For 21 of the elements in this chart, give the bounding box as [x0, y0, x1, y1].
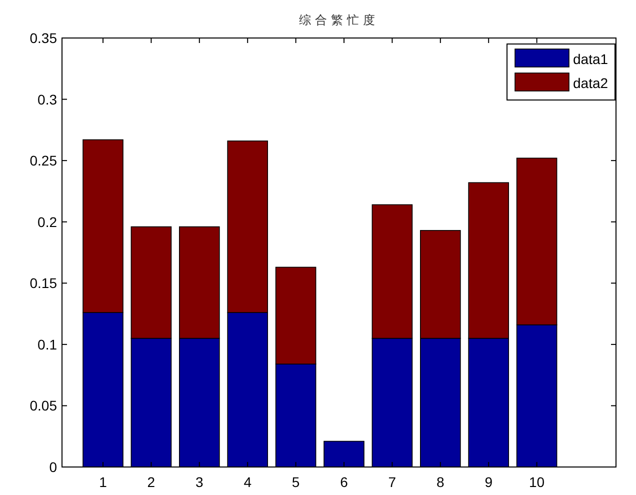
x-tick-label: 6 [340, 474, 348, 490]
legend-label: data2 [573, 75, 608, 91]
legend-label: data1 [573, 51, 608, 67]
x-tick-label: 1 [99, 474, 108, 490]
x-tick-label: 8 [436, 474, 444, 490]
x-tick-label: 5 [292, 474, 300, 490]
y-tick-label: 0.25 [30, 152, 58, 169]
x-tick-label: 7 [388, 474, 396, 490]
y-tick-label: 0 [49, 459, 58, 475]
x-tick-label: 10 [529, 474, 545, 490]
y-tick-label: 0.15 [30, 275, 58, 292]
y-tick-label: 0.35 [30, 30, 58, 46]
x-tick-label: 2 [147, 474, 156, 490]
y-tick-label: 0.3 [38, 91, 58, 108]
y-tick-label: 0.05 [30, 398, 58, 414]
y-tick-label: 0.2 [38, 214, 58, 230]
y-tick-label: 0.1 [38, 336, 58, 352]
x-tick-label: 3 [196, 474, 204, 490]
chart-title: 综合繁忙度 [299, 13, 379, 27]
x-tick-label: 9 [484, 474, 493, 490]
x-tick-label: 4 [244, 474, 252, 490]
